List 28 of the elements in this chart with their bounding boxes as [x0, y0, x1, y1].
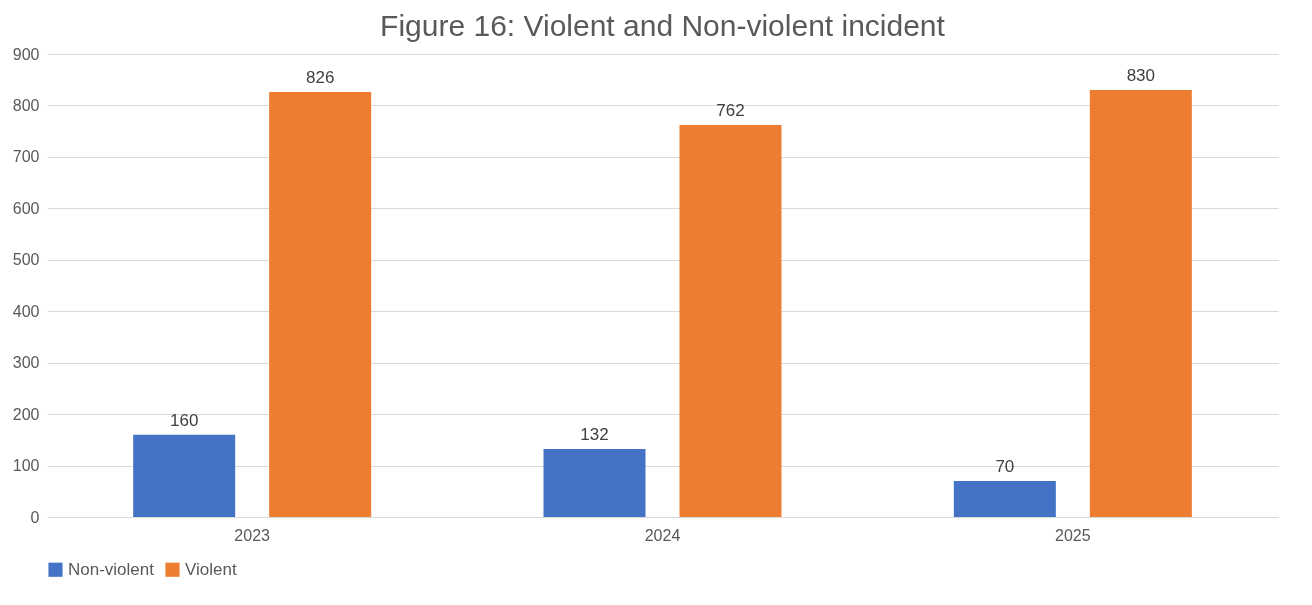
y-tick-label: 400 — [12, 302, 40, 320]
x-tick-label: 2025 — [1055, 526, 1091, 544]
data-label: 132 — [580, 425, 609, 445]
y-tick-label: 500 — [12, 251, 40, 269]
bar — [1089, 90, 1192, 517]
y-tick-label: 200 — [12, 405, 40, 423]
y-tick-label: 700 — [12, 148, 40, 166]
legend-label: Violent — [185, 559, 237, 579]
bar — [679, 124, 782, 517]
x-tick-label: 2024 — [644, 526, 681, 544]
bar — [953, 480, 1056, 517]
data-label: 762 — [716, 100, 745, 120]
data-label: 70 — [995, 456, 1015, 476]
y-tick-label: 100 — [12, 457, 40, 475]
data-label: 830 — [1126, 66, 1156, 86]
legend-label: Non-violent — [68, 559, 155, 579]
y-tick-label: 800 — [12, 96, 40, 114]
data-label: 826 — [305, 68, 335, 88]
bar — [133, 434, 236, 517]
bar — [269, 92, 372, 517]
y-tick-label: 0 — [30, 508, 40, 526]
x-tick-label: 2023 — [234, 526, 271, 544]
data-label: 160 — [169, 410, 199, 430]
chart-title: Figure 16: Violent and Non-violent incident — [380, 9, 946, 42]
bar — [543, 449, 646, 517]
y-tick-label: 900 — [12, 45, 40, 63]
y-tick-label: 600 — [12, 199, 40, 217]
y-tick-label: 300 — [12, 354, 40, 372]
